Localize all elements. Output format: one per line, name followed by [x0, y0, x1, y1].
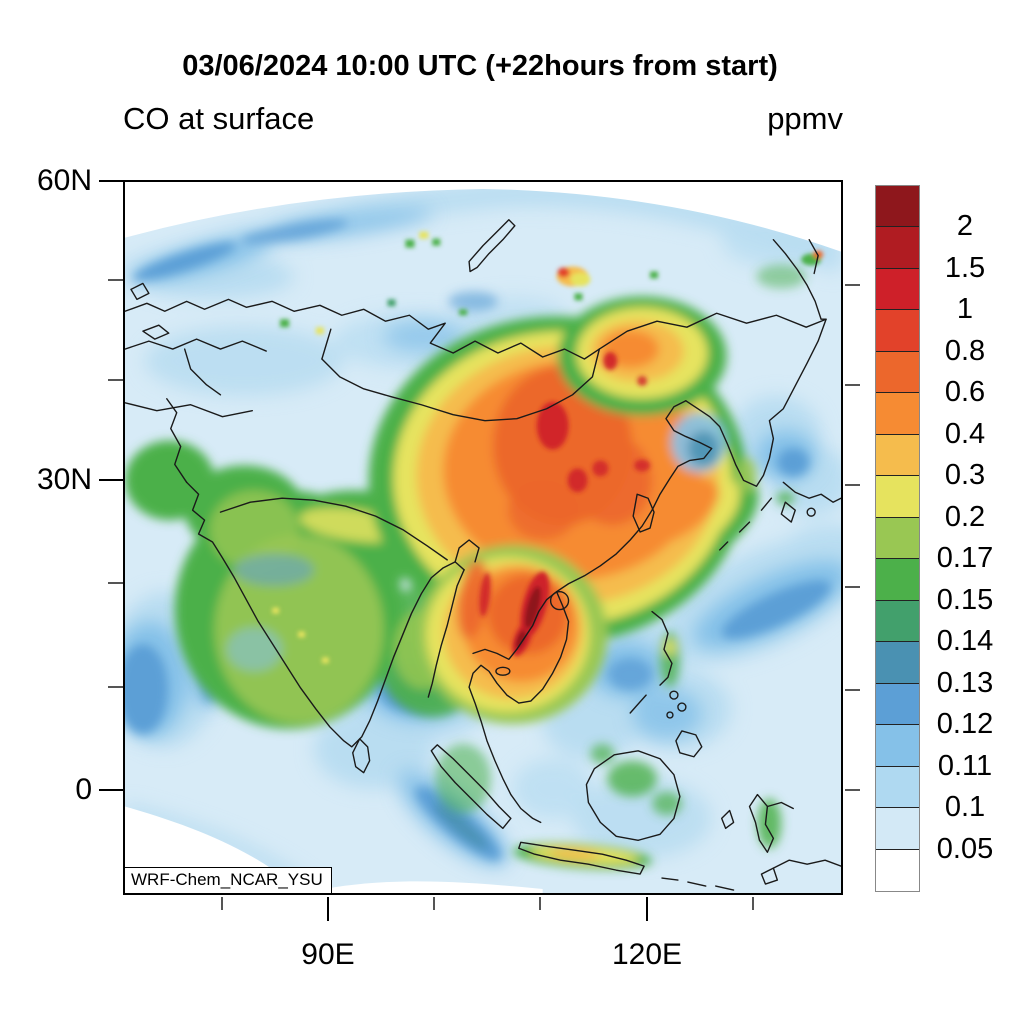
colorbar-label: 0.17 [936, 542, 994, 575]
colorbar-label: 0.05 [936, 832, 994, 865]
coastlines [125, 219, 841, 891]
colorbar-cell [876, 849, 919, 891]
model-label: WRF-Chem_NCAR_YSU [131, 870, 323, 889]
colorbar-label: 0.1 [944, 791, 986, 824]
major-tick [99, 479, 123, 481]
co-concentration-field [125, 182, 841, 893]
minor-tick [108, 279, 123, 281]
colorbar-cell [876, 559, 919, 601]
minor-tick [845, 586, 860, 588]
colorbar [875, 185, 920, 892]
model-label-box: WRF-Chem_NCAR_YSU [124, 867, 332, 894]
colorbar-cell [876, 600, 919, 643]
map-canvas [123, 180, 843, 895]
lon-tick-label: 90E [301, 938, 355, 971]
colorbar-cell [876, 268, 919, 311]
colorbar-label: 1 [956, 293, 974, 326]
major-tick [646, 897, 648, 921]
colorbar-label: 1.5 [944, 251, 986, 284]
minor-tick [845, 689, 860, 691]
colorbar-label: 0.8 [944, 334, 986, 367]
colorbar-cell [876, 351, 919, 394]
colorbar-cell [876, 476, 919, 518]
figure-title: 03/06/2024 10:00 UTC (+22hours from star… [182, 50, 778, 82]
colorbar-label: 0.15 [936, 583, 994, 616]
major-tick [99, 789, 123, 791]
colorbar-cell [876, 310, 919, 352]
colorbar-label: 0.4 [944, 417, 986, 450]
minor-tick [221, 897, 223, 910]
lon-tick-label: 120E [611, 938, 683, 971]
variable-label: CO at surface [123, 101, 315, 136]
lat-tick-label: 30N [36, 463, 92, 496]
colorbar-cell [876, 766, 919, 809]
colorbar-label: 0.14 [936, 625, 994, 658]
colorbar-cell [876, 434, 919, 477]
colorbar-cell [876, 186, 919, 228]
minor-tick [108, 582, 123, 584]
colorbar-cell [876, 725, 919, 767]
minor-tick [845, 484, 860, 486]
major-tick [99, 180, 123, 182]
minor-tick [845, 789, 860, 791]
minor-tick [108, 379, 123, 381]
colorbar-cell [876, 642, 919, 684]
colorbar-cell [876, 808, 919, 850]
minor-tick [433, 897, 435, 910]
subtitle-row: CO at surface ppmv [123, 101, 843, 137]
colorbar-cell [876, 227, 919, 269]
minor-tick [845, 284, 860, 286]
minor-tick [845, 384, 860, 386]
lat-tick-label: 0 [75, 773, 92, 806]
colorbar-label: 0.13 [936, 666, 994, 699]
minor-tick [539, 897, 541, 910]
colorbar-cell [876, 683, 919, 726]
colorbar-label: 0.3 [944, 459, 986, 492]
minor-tick [752, 897, 754, 910]
colorbar-label: 0.11 [937, 749, 993, 782]
minor-tick [108, 686, 123, 688]
colorbar-cell [876, 393, 919, 435]
major-tick [327, 897, 329, 921]
colorbar-label: 0.6 [944, 376, 986, 409]
colorbar-label: 0.2 [944, 500, 986, 533]
units-label: ppmv [767, 101, 843, 136]
colorbar-label: 0.12 [936, 708, 994, 741]
colorbar-cell [876, 517, 919, 560]
lat-tick-label: 60N [36, 164, 92, 197]
colorbar-label: 2 [956, 210, 974, 243]
